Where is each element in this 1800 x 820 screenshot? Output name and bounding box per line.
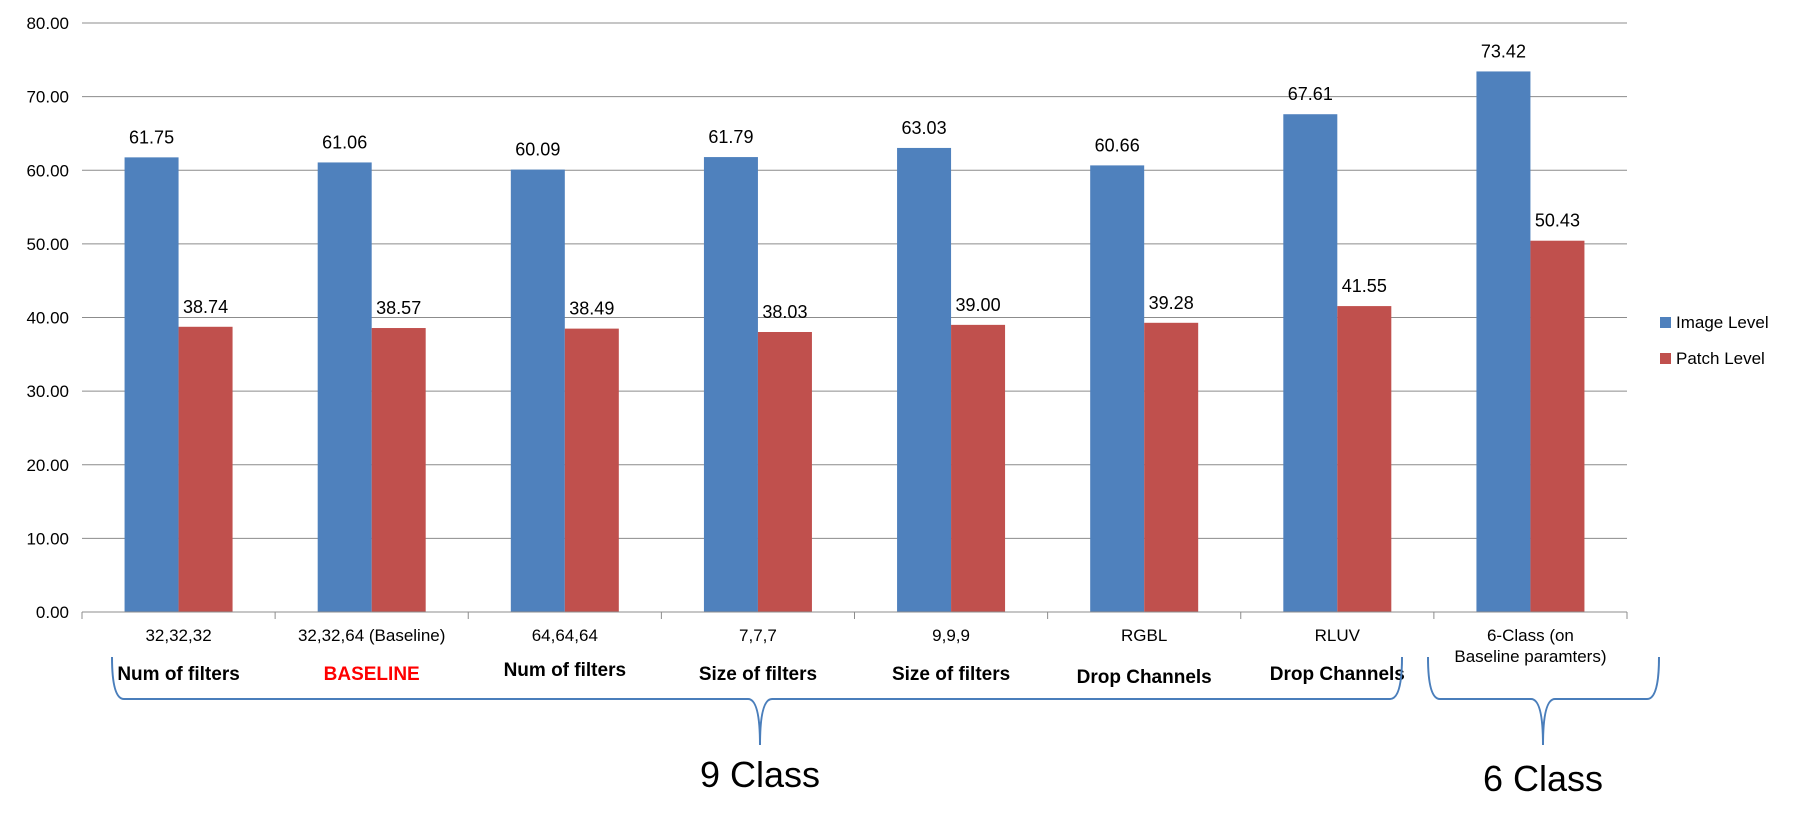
image-level-bar — [1283, 114, 1338, 612]
curly-brace — [1427, 656, 1660, 746]
legend: Image Level Patch Level — [1660, 313, 1769, 368]
category-label: 32,32,32 — [145, 626, 211, 645]
y-axis-tick-labels: 0.00 10.00 20.00 30.00 40.00 50.00 60.00 70.00 8… — [26, 14, 69, 622]
data-label: 60.09 — [515, 140, 560, 160]
y-tick-label: 60.00 — [26, 161, 69, 180]
patch-level-bar — [757, 332, 812, 612]
legend-swatch — [1660, 353, 1671, 364]
group-label: BASELINE — [324, 664, 420, 685]
data-label: 61.06 — [322, 132, 367, 152]
category-label: 64,64,64 — [532, 626, 598, 645]
image-level-bar — [703, 157, 758, 613]
group-label: Drop Channels — [1270, 664, 1405, 685]
legend-label: Image Level — [1676, 313, 1769, 332]
image-level-bar — [1090, 165, 1145, 612]
category-label: 6-Class (on Baseline paramters) — [1454, 626, 1606, 666]
data-labels: 61.75 61.06 60.09 61.79 63.03 60.66 67.61 73.42… — [129, 41, 1580, 322]
category-label: 7,7,7 — [739, 626, 777, 645]
class-label: 9 Class — [700, 754, 820, 795]
data-label: 61.75 — [129, 127, 174, 147]
y-tick-label: 50.00 — [26, 235, 69, 254]
category-labels: 32,32,32 32,32,64 (Baseline) 64,64,64 7,7,7… — [145, 626, 1606, 666]
data-label: 73.42 — [1481, 41, 1526, 61]
data-label: 50.43 — [1535, 211, 1580, 231]
legend-swatch — [1660, 317, 1671, 328]
patch-level-bar — [564, 328, 619, 612]
bar-series — [124, 71, 1585, 613]
category-label: RGBL — [1121, 626, 1167, 645]
group-label: Num of filters — [504, 660, 626, 681]
image-level-bar — [1476, 71, 1531, 612]
y-tick-label: 0.00 — [36, 603, 69, 622]
group-label: Drop Channels — [1077, 667, 1212, 688]
legend-label: Patch Level — [1676, 349, 1765, 368]
data-label: 41.55 — [1342, 276, 1387, 296]
patch-level-bar — [178, 326, 233, 612]
patch-level-bar — [1530, 240, 1585, 613]
data-label: 63.03 — [902, 118, 947, 138]
image-level-bar — [317, 162, 372, 613]
y-tick-label: 10.00 — [26, 529, 69, 548]
data-label: 38.74 — [183, 297, 228, 317]
category-label: RLUV — [1315, 626, 1361, 645]
group-label: Size of filters — [892, 664, 1010, 685]
class-braces: 9 Class 6 Class — [111, 656, 1660, 799]
curly-brace — [111, 656, 1403, 746]
gridlines — [82, 22, 1627, 613]
image-level-bar — [510, 169, 565, 612]
category-label: 32,32,64 (Baseline) — [298, 626, 445, 645]
data-label: 61.79 — [708, 127, 753, 147]
y-tick-label: 30.00 — [26, 382, 69, 401]
image-level-bar — [124, 157, 179, 612]
data-label: 38.03 — [762, 302, 807, 322]
data-label: 60.66 — [1095, 135, 1140, 155]
patch-level-bar — [371, 328, 426, 612]
image-level-bar — [897, 147, 952, 612]
data-label: 38.57 — [376, 298, 421, 318]
x-axis — [81, 611, 1628, 619]
data-label: 67.61 — [1288, 84, 1333, 104]
group-label: Num of filters — [117, 664, 239, 685]
category-label: 9,9,9 — [932, 626, 970, 645]
class-label: 6 Class — [1483, 758, 1603, 799]
y-tick-label: 40.00 — [26, 309, 69, 328]
y-tick-label: 20.00 — [26, 456, 69, 475]
y-tick-label: 80.00 — [26, 14, 69, 33]
y-tick-label: 70.00 — [26, 88, 69, 107]
patch-level-bar — [1144, 322, 1199, 612]
data-label: 38.49 — [569, 299, 614, 319]
group-annotations: Num of filters BASELINE Num of filters Size… — [117, 660, 1405, 688]
data-label: 39.00 — [956, 295, 1001, 315]
patch-level-bar — [1337, 306, 1392, 612]
data-label: 39.28 — [1149, 293, 1194, 313]
patch-level-bar — [951, 324, 1006, 612]
group-label: Size of filters — [699, 664, 817, 685]
